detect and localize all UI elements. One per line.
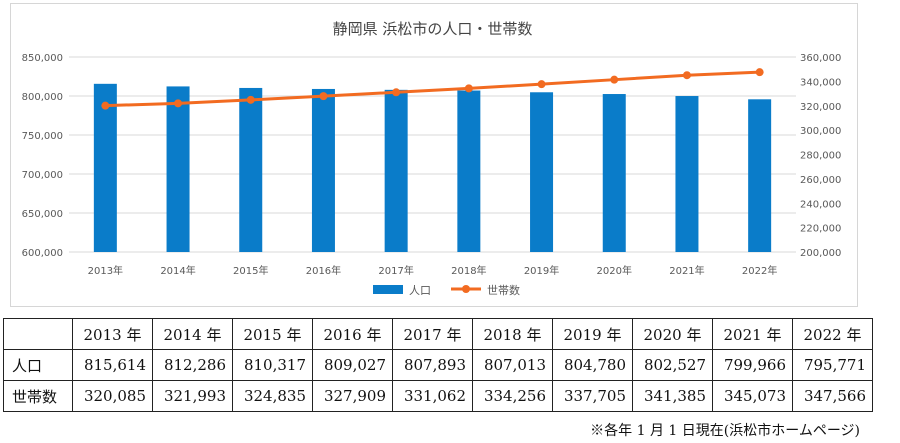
- x-tick-label: 2015年: [233, 264, 268, 277]
- y-right-tick-label: 340,000: [800, 77, 841, 88]
- table-header-cell: 2017 年: [392, 318, 473, 350]
- y-left-tick-label: 650,000: [22, 209, 63, 220]
- x-tick-label: 2020年: [597, 264, 632, 277]
- x-tick-label: 2021年: [669, 264, 704, 277]
- x-tick-label: 2019年: [524, 264, 559, 277]
- y-right-tick-label: 300,000: [800, 126, 841, 137]
- table-header-cell: 2014 年: [152, 318, 233, 350]
- table-cell: 327,909: [312, 380, 393, 412]
- table-cell: 324,835: [232, 380, 313, 412]
- table-row-population: 人口 815,614 812,286 810,317 809,027 807,8…: [3, 349, 873, 381]
- line-point-households: [464, 84, 473, 93]
- x-tick-label: 2018年: [451, 264, 486, 277]
- line-households: [105, 70, 760, 108]
- line-point-households: [610, 75, 619, 84]
- table-header-cell: 2013 年: [72, 318, 153, 350]
- legend-marker-households: [462, 285, 470, 293]
- table-header-cell: 2016 年: [312, 318, 393, 350]
- table-cell: 804,780: [552, 349, 633, 381]
- table-cell: 799,966: [712, 349, 793, 381]
- table-cell: 810,317: [232, 349, 313, 381]
- table-cell: 334,256: [472, 380, 553, 412]
- x-tick-label: 2014年: [160, 264, 195, 277]
- y-right-tick-label: 360,000: [800, 53, 841, 64]
- bar-population: [93, 83, 117, 253]
- table-header-cell: 2019 年: [552, 318, 633, 350]
- table-cell: 812,286: [152, 349, 233, 381]
- y-left-tick-label: 600,000: [22, 248, 63, 259]
- table-header-cell: 2020 年: [632, 318, 713, 350]
- footnote: ※各年 1 月 1 日現在(浜松市ホームページ): [590, 423, 860, 439]
- y-left-tick-label: 800,000: [22, 92, 63, 103]
- line-point-households: [537, 80, 546, 89]
- table-cell: 795,771: [792, 349, 873, 381]
- bar-population: [457, 90, 481, 252]
- table-row-label: 世帯数: [3, 380, 73, 412]
- table-header-row: 2013 年 2014 年 2015 年 2016 年 2017 年 2018 …: [3, 318, 873, 350]
- chart-container: 静岡県 浜松市の人口・世帯数 600,000 650,000 700,000 750,0…: [10, 3, 858, 307]
- table-cell: 321,993: [152, 380, 233, 412]
- x-tick-label: 2022年: [742, 264, 777, 277]
- data-table: 2013 年 2014 年 2015 年 2016 年 2017 年 2018 …: [3, 318, 873, 412]
- bar-population: [602, 94, 626, 253]
- line-point-households: [755, 68, 764, 77]
- line-point-households: [392, 88, 401, 97]
- table-header-cell: 2018 年: [472, 318, 553, 350]
- x-tick-label: 2017年: [378, 264, 413, 277]
- line-point-households: [246, 95, 255, 104]
- y-right-tick-label: 220,000: [800, 224, 841, 235]
- table-header-cell: 2022 年: [792, 318, 873, 350]
- table-cell: 345,073: [712, 380, 793, 412]
- table-cell: 347,566: [792, 380, 873, 412]
- bar-population: [384, 89, 408, 252]
- table-cell: 331,062: [392, 380, 473, 412]
- x-tick-label: 2016年: [306, 264, 341, 277]
- combo-chart: 静岡県 浜松市の人口・世帯数 600,000 650,000 700,000 750,0…: [22, 20, 842, 297]
- table-row-households: 世帯数 320,085 321,993 324,835 327,909 331,…: [3, 380, 873, 412]
- x-tick-label: 2013年: [88, 264, 123, 277]
- legend-swatch-population: [373, 285, 403, 294]
- table-cell: 337,705: [552, 380, 633, 412]
- y-right-tick-label: 280,000: [800, 151, 841, 162]
- table-header-cell: 2015 年: [232, 318, 313, 350]
- bar-population: [675, 96, 699, 252]
- y-left-tick-label: 700,000: [22, 170, 63, 181]
- line-point-households: [101, 101, 110, 110]
- bar-population: [530, 92, 554, 252]
- table-cell: 320,085: [72, 380, 153, 412]
- table-cell: 807,893: [392, 349, 473, 381]
- line-point-households: [174, 99, 183, 108]
- bar-population: [311, 88, 335, 252]
- table-row-label: 人口: [3, 349, 73, 381]
- table-cell: 802,527: [632, 349, 713, 381]
- y-right-tick-label: 260,000: [800, 175, 841, 186]
- y-left-tick-label: 850,000: [22, 53, 63, 64]
- y-right-tick-label: 200,000: [800, 248, 841, 259]
- table-cell: 341,385: [632, 380, 713, 412]
- y-left-tick-label: 750,000: [22, 131, 63, 142]
- table-header-cell: 2021 年: [712, 318, 793, 350]
- line-point-households: [319, 92, 328, 101]
- table-corner-cell: [3, 318, 73, 350]
- line-point-households: [682, 71, 691, 80]
- legend-label-households: 世帯数: [487, 284, 520, 297]
- bar-population: [166, 86, 190, 252]
- table-cell: 815,614: [72, 349, 153, 381]
- bar-population: [748, 99, 772, 253]
- table-cell: 807,013: [472, 349, 553, 381]
- table-cell: 809,027: [312, 349, 393, 381]
- legend-label-population: 人口: [409, 284, 431, 297]
- y-right-tick-label: 320,000: [800, 102, 841, 113]
- chart-title: 静岡県 浜松市の人口・世帯数: [333, 20, 533, 38]
- bar-population: [239, 87, 263, 252]
- y-right-tick-label: 240,000: [800, 199, 841, 210]
